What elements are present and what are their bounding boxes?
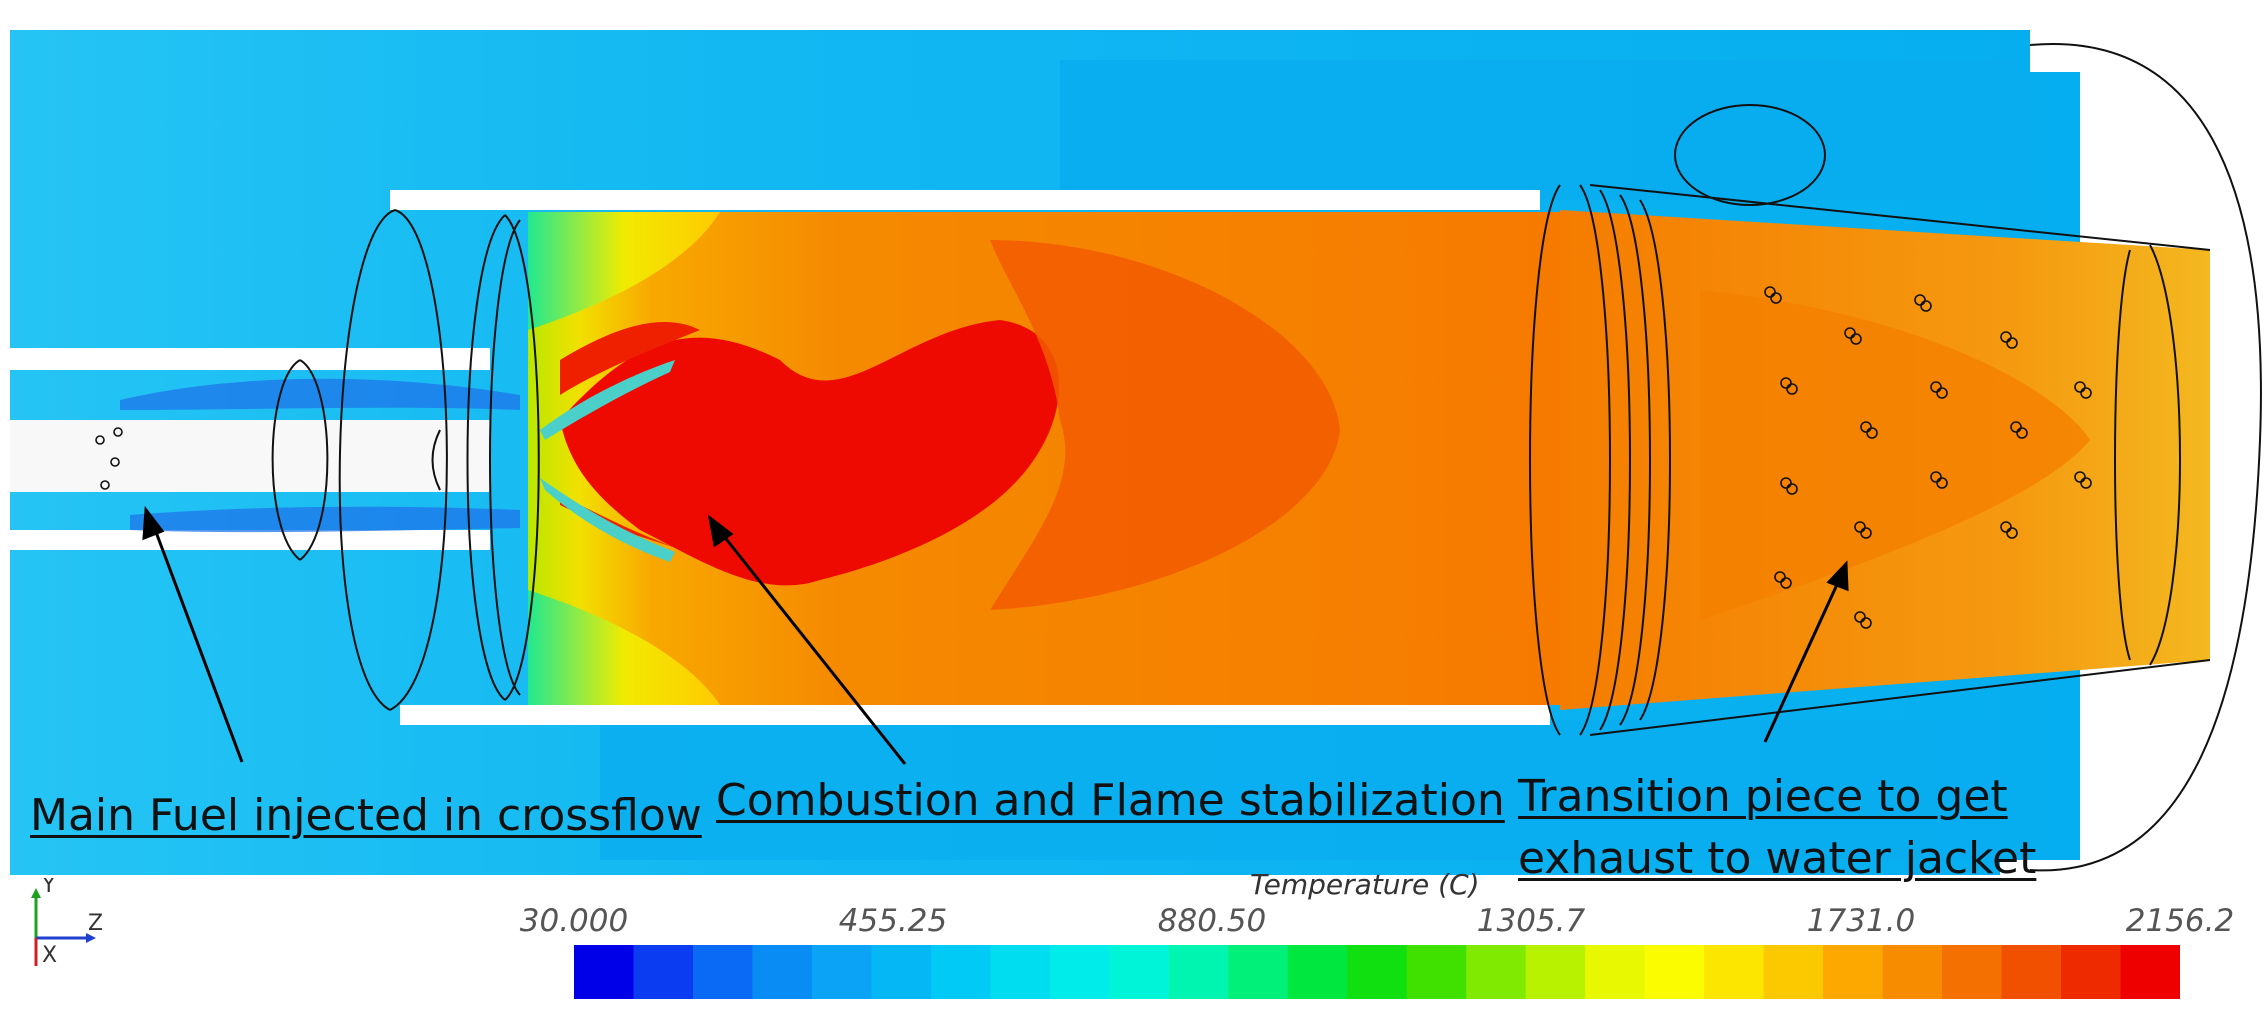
legend-swatch (1823, 945, 1884, 999)
legend-swatch (2061, 945, 2122, 999)
annotation-combustion: Combustion and Flame stabilization (716, 775, 1505, 826)
legend-swatch (574, 945, 634, 999)
legend-tick: 2156.2 (2125, 903, 2235, 939)
axes-triad-icon: Y Z X (31, 878, 103, 968)
inlet-gap-lower (10, 530, 490, 550)
legend-swatch (752, 945, 813, 999)
legend-swatch (871, 945, 932, 999)
legend-swatch (1882, 945, 1943, 999)
legend-swatch (1763, 945, 1824, 999)
transition-core (1700, 290, 2090, 620)
legend-swatch (1466, 945, 1527, 999)
temperature-contour-plot (10, 30, 2262, 875)
upper-coolant-band (1060, 60, 2020, 200)
annotation-transition-line-1: Transition piece to get (1518, 771, 2008, 822)
legend-swatch (1704, 945, 1765, 999)
flame-outer-zone (990, 240, 1340, 610)
legend-swatch (2120, 945, 2180, 999)
legend-swatch (1228, 945, 1289, 999)
annotation-arrows (142, 505, 1849, 765)
legend-tick: 880.50 (1157, 903, 1267, 939)
upper-shear-flame (560, 321, 700, 395)
legend-swatch (1585, 945, 1646, 999)
dilution-holes (95, 286, 2092, 629)
annotation-transition-line-2: exhaust to water jacket (1518, 833, 2037, 884)
legend-tick: 30.000 (519, 903, 629, 939)
axis-label-x: X (42, 943, 57, 968)
legend-title: Temperature (C) (1250, 868, 1480, 901)
legend-swatch (633, 945, 694, 999)
combustor-gap-top (390, 190, 1540, 210)
legend-tick: 1731.0 (1806, 903, 1916, 939)
legend-tick: 1305.7 (1476, 903, 1586, 939)
swirl-jet-upper (540, 360, 675, 440)
legend-swatch (2001, 945, 2062, 999)
legend-swatch (1347, 945, 1408, 999)
legend-swatch (990, 945, 1051, 999)
legend-swatch (811, 945, 872, 999)
inlet-gap-upper (10, 348, 490, 370)
legend-swatch (930, 945, 991, 999)
upper-wall-gradient (528, 212, 720, 330)
lower-wall-gradient (528, 590, 720, 705)
legend-swatch (1406, 945, 1467, 999)
axis-label-y: Y (41, 878, 56, 898)
legend-swatch (1109, 945, 1170, 999)
axis-label-z: Z (88, 911, 103, 936)
annotation-transition-piece: Transition piece to get exhaust to water… (1518, 766, 2036, 890)
legend-swatch (692, 945, 753, 999)
swirl-jet-lower (540, 478, 675, 562)
fuel-streak-lower (130, 506, 520, 533)
legend-tick: 455.25 (838, 903, 948, 939)
legend-swatch (1168, 945, 1229, 999)
combustor-gap-bottom (400, 705, 1550, 725)
legend-swatch (1287, 945, 1348, 999)
legend-swatch (1644, 945, 1705, 999)
legend-swatch (1049, 945, 1110, 999)
lower-coolant-band (600, 720, 2000, 860)
geometry-outlines (271, 42, 2262, 872)
inlet-core (10, 420, 490, 492)
annotation-fuel-injection: Main Fuel injected in crossflow (30, 790, 702, 841)
flame-core (560, 320, 1060, 586)
legend-swatch (1942, 945, 2003, 999)
legend-swatch (1525, 945, 1586, 999)
temperature-color-scale (574, 945, 2180, 999)
